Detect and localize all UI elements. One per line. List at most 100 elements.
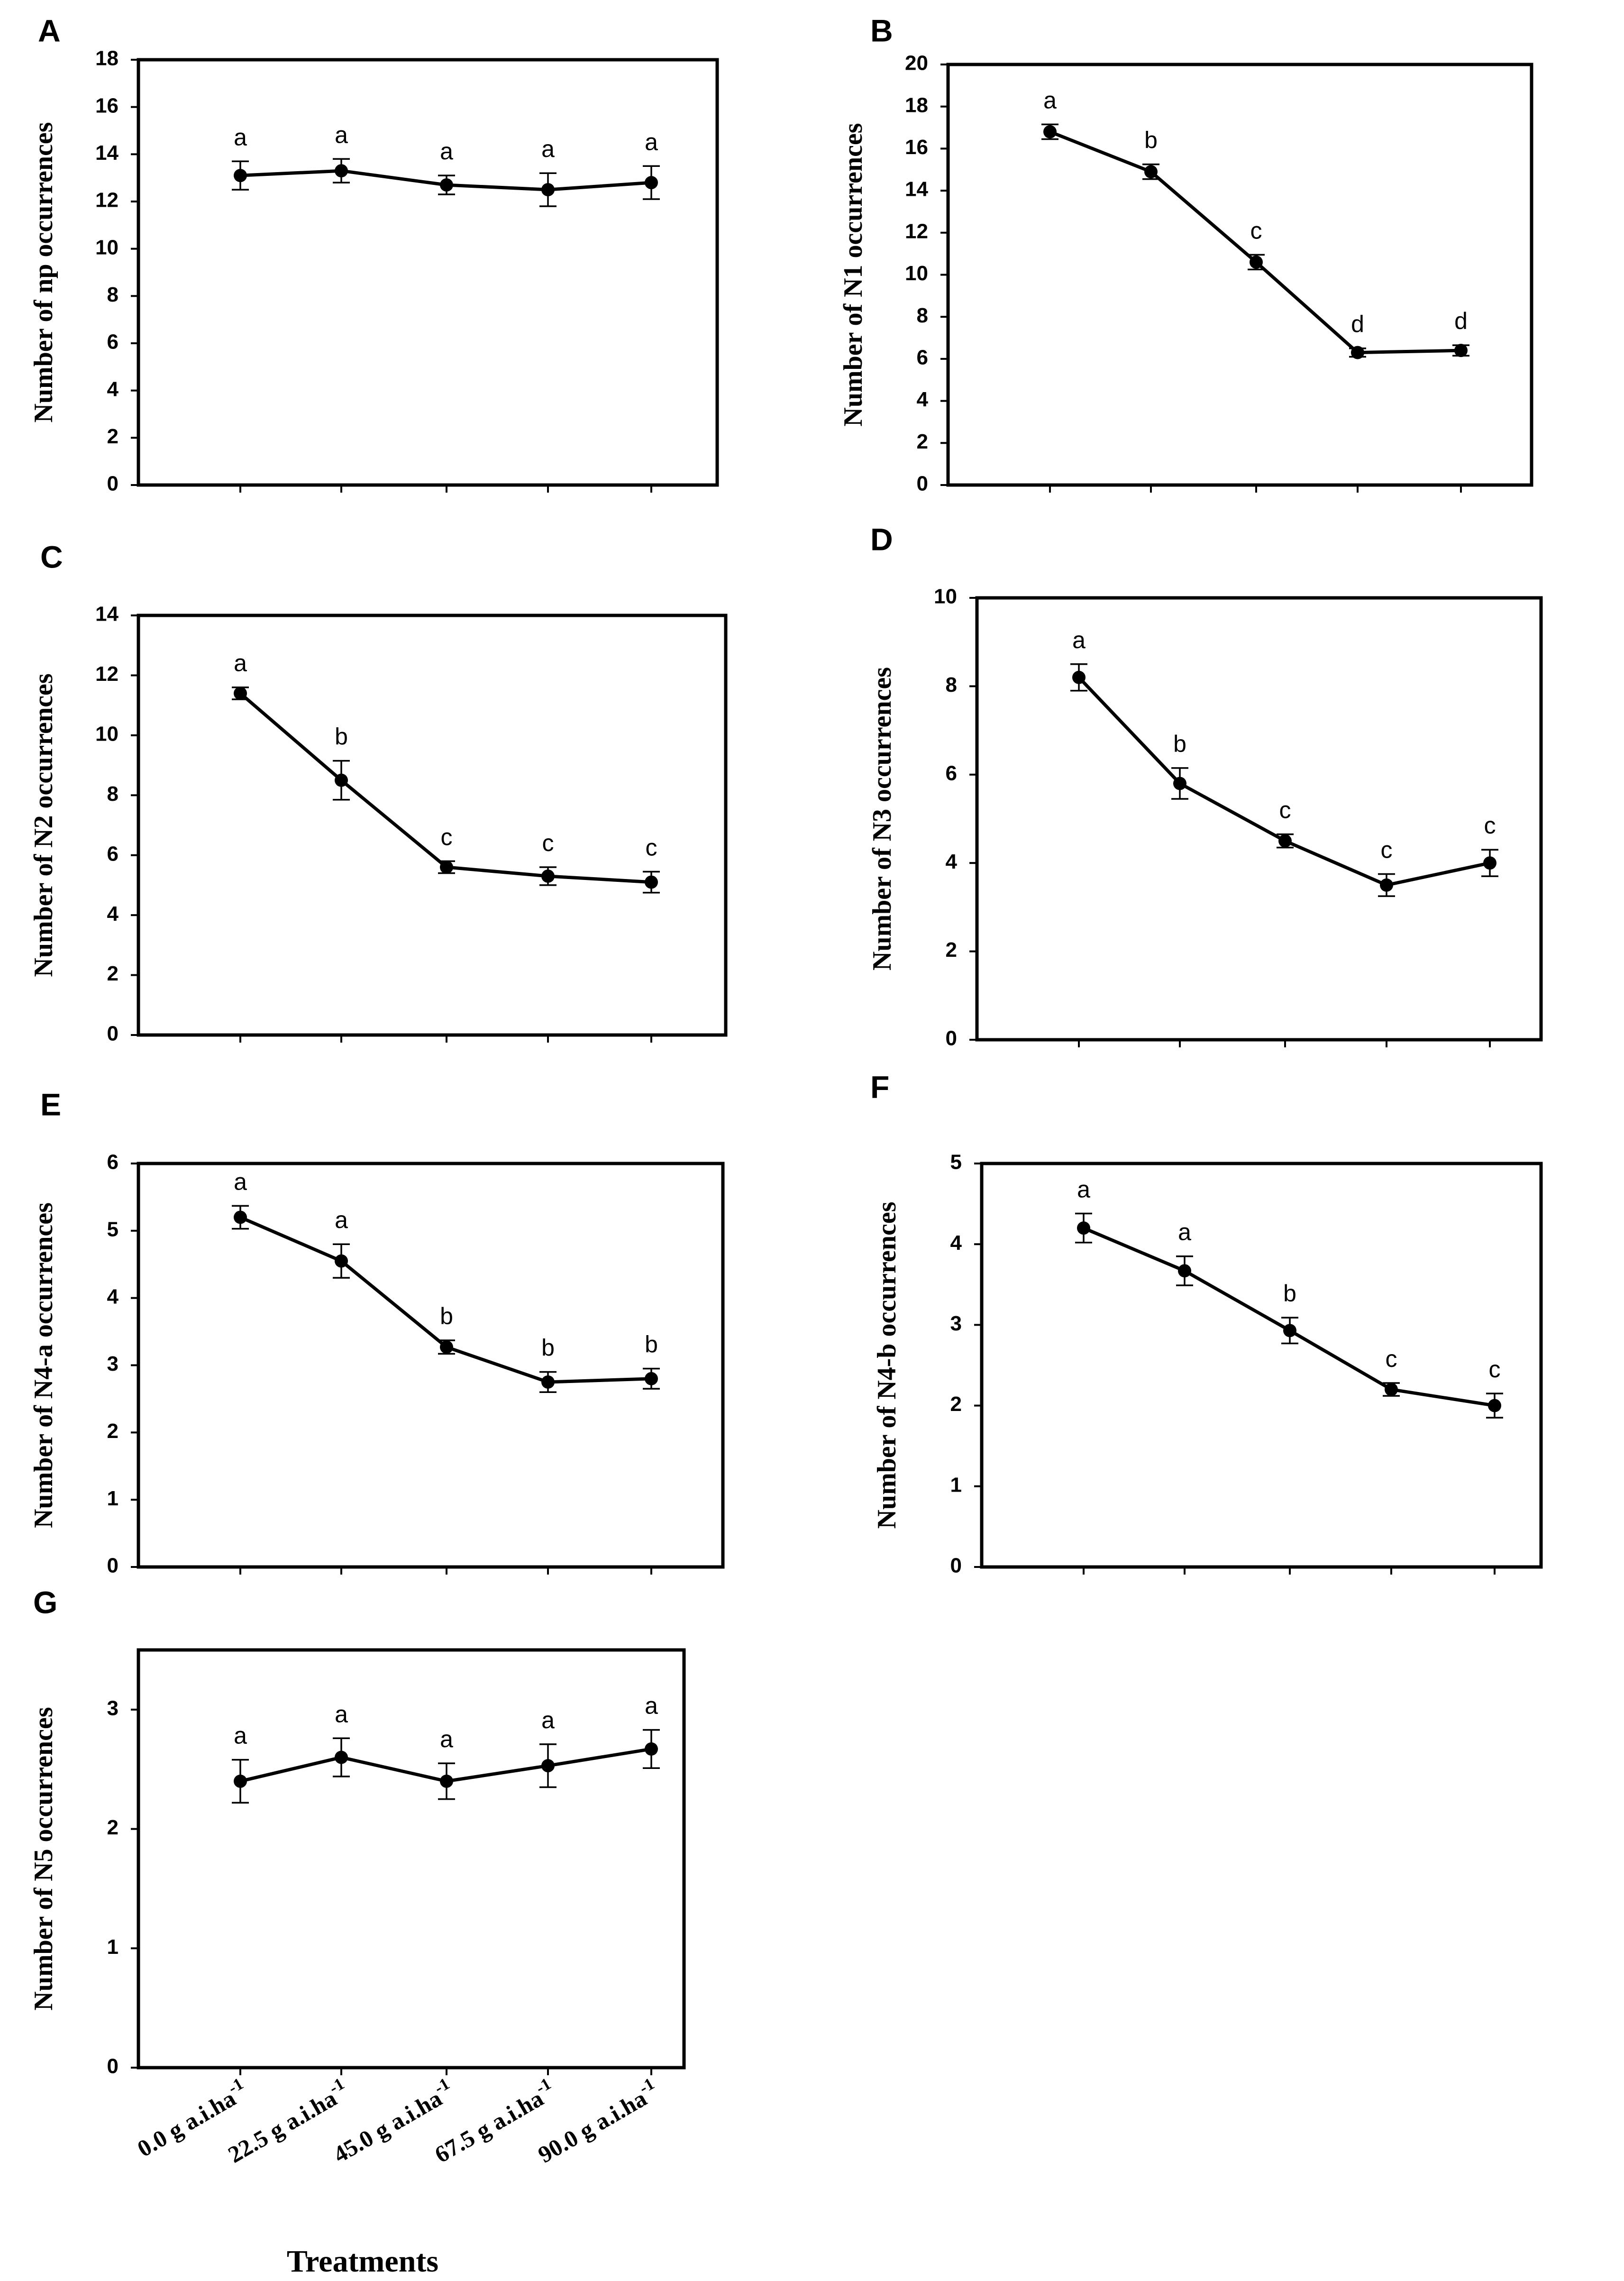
y-tick-label-a: 12 [95,189,119,212]
significance-letter-f: c [1489,1356,1501,1383]
y-tick-label-d: 2 [946,938,957,962]
significance-letter-d: c [1381,837,1393,863]
y-axis-title-d: Number of N3 occurrences [867,667,897,971]
plot-frame-e [137,1162,725,1569]
y-tick-label-c: 14 [95,603,119,626]
x-axis-title: Treatments [287,2244,438,2279]
y-tick-label-a: 10 [95,236,119,259]
significance-letter-e: b [440,1303,453,1329]
panel-label-a: A [38,13,61,48]
data-point-d [1278,834,1292,848]
data-point-f [1178,1264,1191,1278]
significance-letter-a: a [541,136,555,162]
y-tick-label-g: 1 [107,1935,119,1959]
significance-letter-a: a [234,124,247,150]
y-tick-label-c: 10 [95,722,119,745]
significance-letter-f: a [1077,1176,1090,1203]
data-point-a [234,169,247,183]
data-point-g [440,1774,453,1788]
y-tick-label-a: 0 [107,472,119,495]
y-tick-label-f: 4 [950,1231,962,1255]
y-tick-label-e: 5 [107,1218,119,1241]
y-tick-label-c: 12 [95,662,119,686]
y-tick-label-a: 16 [95,94,119,117]
x-category-superscript: -1 [225,2074,246,2098]
data-point-b [1454,344,1468,357]
significance-letter-f: c [1386,1346,1397,1372]
significance-letter-e: a [234,1168,247,1195]
y-tick-label-b: 4 [917,388,929,411]
panel-e: E 0 1 2 3 4 5 6 Number of N4-a occurrences a a b b b [29,1087,725,1577]
data-point-d [1173,777,1186,790]
significance-letter-d: c [1484,812,1496,839]
significance-letter-a: a [645,128,658,155]
data-point-e [335,1254,348,1268]
data-point-a [335,164,348,178]
data-point-d [1380,878,1393,892]
significance-letter-b: a [1043,87,1057,113]
y-tick-label-c: 0 [107,1022,119,1045]
data-point-g [541,1759,555,1773]
data-point-c [335,773,348,787]
y-tick-label-e: 0 [107,1554,119,1577]
y-tick-label-c: 4 [107,902,119,925]
x-axis-labels-group: 0.0 g a.i.ha-122.5 g a.i.ha-145.0 g a.i.… [131,2074,664,2168]
data-point-d [1072,670,1086,684]
y-tick-label-b: 6 [917,346,928,369]
significance-letter-c: b [335,724,348,750]
y-tick-label-a: 14 [95,141,119,165]
data-point-a [645,176,658,190]
plot-frame-a [137,58,719,487]
significance-letter-b: d [1351,311,1364,338]
significance-letter-c: a [234,650,247,677]
significance-letter-e: b [645,1331,658,1358]
data-point-d [1483,856,1496,870]
significance-letter-a: a [335,121,348,148]
significance-letter-a: a [440,138,453,165]
significance-letter-b: d [1454,308,1468,334]
y-tick-label-b: 10 [905,262,928,285]
data-point-f [1488,1399,1501,1412]
panel-a: A 0 2 4 6 8 10 12 14 16 18 Number of np occurrences… [29,13,719,495]
y-tick-label-f: 2 [950,1392,962,1416]
significance-letter-c: c [542,830,554,856]
y-tick-label-a: 6 [107,330,119,354]
y-tick-label-b: 12 [905,220,928,243]
panel-label-e: E [40,1087,61,1122]
panel-g: G 0 1 2 3 Number of N5 occurrences a a a a a [29,1585,686,2078]
plot-frame-c [137,614,728,1037]
y-tick-label-d: 4 [946,850,958,873]
y-tick-label-g: 0 [107,2055,119,2078]
data-point-f [1283,1324,1296,1337]
panel-d: D 0 2 4 6 8 10 Number of N3 occurrences a b c c c [867,522,1543,1050]
y-tick-label-c: 8 [107,782,119,806]
plot-frame-g [137,1648,686,2070]
y-axis-title-g: Number of N5 occurrences [29,1707,58,2010]
plot-frame-b [946,63,1533,487]
significance-letter-g: a [234,1722,247,1749]
data-point-c [234,687,247,700]
significance-letter-g: a [440,1726,453,1752]
data-point-e [440,1340,453,1354]
y-axis-title-c: Number of N2 occurrences [29,673,58,977]
y-tick-label-d: 8 [946,673,957,696]
x-category-superscript: -1 [636,2074,657,2098]
data-point-g [234,1774,247,1788]
y-tick-label-f: 3 [950,1312,962,1335]
data-point-g [335,1750,348,1764]
series-line-e [239,1216,652,1384]
panel-c: C 0 2 4 6 8 10 12 14 Number of N2 occurrences a b c c… [29,539,728,1045]
panel-label-g: G [33,1585,57,1620]
significance-letter-c: c [646,834,657,861]
panel-label-d: D [870,522,893,557]
y-tick-label-a: 18 [95,47,119,70]
y-axis-title-a: Number of np occurrences [29,122,58,422]
y-tick-label-f: 0 [950,1554,962,1577]
x-category-superscript: -1 [431,2074,453,2098]
series-line-c [239,692,652,884]
data-point-g [645,1742,658,1756]
y-tick-label-c: 2 [107,962,119,985]
x-category-superscript: -1 [326,2074,347,2098]
